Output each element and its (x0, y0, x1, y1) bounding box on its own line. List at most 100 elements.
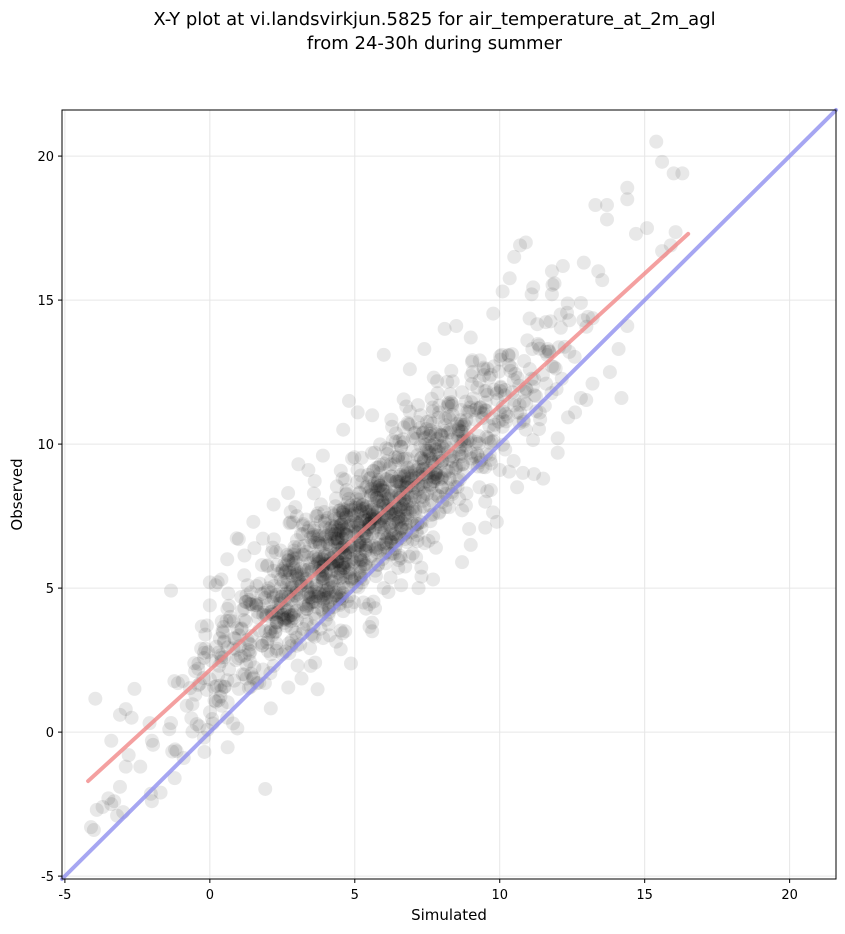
data-point (387, 527, 402, 542)
data-point (257, 599, 272, 614)
data-point (311, 551, 326, 566)
data-point (350, 474, 365, 489)
data-point (255, 531, 270, 546)
data-point (324, 573, 339, 588)
chart-title-line-2: from 24-30h during summer (306, 33, 563, 54)
data-point (234, 589, 249, 604)
data-point (481, 431, 496, 446)
data-point (408, 489, 423, 504)
plot-frame (61, 109, 837, 880)
data-point (405, 443, 420, 458)
data-point (311, 554, 326, 569)
data-point (493, 352, 508, 367)
data-point (335, 626, 350, 641)
data-point (443, 387, 458, 402)
data-point (379, 532, 394, 547)
data-point (378, 535, 393, 550)
data-point (415, 489, 430, 504)
data-point (472, 480, 487, 495)
data-point (364, 446, 379, 461)
data-point (464, 354, 479, 369)
data-point (336, 576, 351, 591)
data-point (366, 525, 381, 540)
data-point (279, 611, 294, 626)
data-point (513, 238, 528, 253)
data-point (400, 415, 415, 430)
data-point (352, 492, 367, 507)
data-point (337, 510, 352, 525)
data-point (508, 366, 523, 381)
data-point (336, 505, 351, 520)
data-point (469, 434, 484, 449)
data-point (353, 535, 368, 550)
data-point (336, 560, 351, 575)
data-point (443, 412, 458, 427)
y-tick-label: 10 (37, 438, 54, 453)
data-point (501, 347, 516, 362)
data-point (538, 315, 553, 330)
data-point (553, 320, 568, 335)
data-point (383, 520, 398, 535)
data-point (395, 499, 410, 514)
data-point (322, 585, 337, 600)
data-point (350, 405, 365, 420)
data-point (423, 451, 438, 466)
data-point (270, 557, 285, 572)
data-point (493, 379, 508, 394)
data-point (249, 596, 264, 611)
data-point (164, 583, 179, 598)
data-point (89, 802, 104, 817)
data-point (350, 549, 365, 564)
data-point (286, 515, 301, 530)
data-point (268, 625, 283, 640)
data-point (539, 376, 554, 391)
data-point (434, 439, 449, 454)
data-point (340, 495, 355, 510)
data-point (486, 422, 501, 437)
data-point (545, 277, 560, 292)
data-point (338, 556, 353, 571)
data-point (322, 521, 337, 536)
reference-lines (60, 108, 838, 881)
data-point (494, 347, 509, 362)
data-point (391, 453, 406, 468)
data-point (517, 354, 532, 369)
data-point (417, 431, 432, 446)
data-point (333, 561, 348, 576)
data-point (567, 349, 582, 364)
data-point (417, 536, 432, 551)
data-point (620, 192, 635, 207)
data-point (333, 567, 348, 582)
data-point (404, 490, 419, 505)
data-point (437, 423, 452, 438)
data-point (294, 561, 309, 576)
data-point (533, 412, 548, 427)
data-point (363, 488, 378, 503)
data-point (305, 595, 320, 610)
data-point (398, 516, 413, 531)
data-point (276, 612, 291, 627)
data-point (479, 383, 494, 398)
data-point (355, 511, 370, 526)
data-point (477, 383, 492, 398)
data-point (506, 373, 521, 388)
data-point (336, 558, 351, 573)
data-point (220, 552, 235, 567)
data-point (372, 543, 387, 558)
data-point (332, 518, 347, 533)
data-point (425, 474, 440, 489)
data-point (486, 306, 501, 321)
data-point (302, 556, 317, 571)
data-point (370, 475, 385, 490)
data-point (88, 691, 103, 706)
data-point (320, 590, 335, 605)
data-point (655, 154, 670, 169)
data-point (532, 341, 547, 356)
data-point (419, 422, 434, 437)
data-point (310, 600, 325, 615)
data-point (207, 693, 222, 708)
data-point (356, 595, 371, 610)
data-point (405, 500, 420, 515)
data-point (416, 493, 431, 508)
data-point (341, 393, 356, 408)
